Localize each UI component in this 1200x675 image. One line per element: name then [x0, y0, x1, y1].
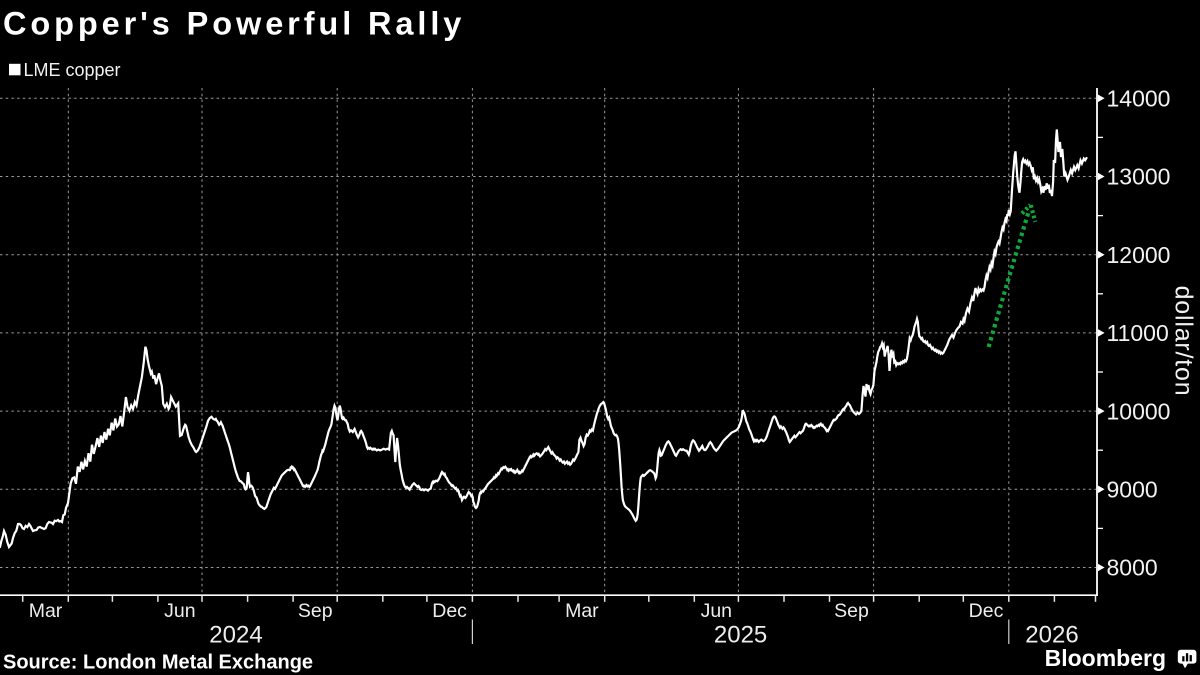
- svg-text:11000: 11000: [1107, 320, 1169, 346]
- svg-text:Bloomberg: Bloomberg: [1045, 645, 1166, 671]
- svg-text:dollar/ton: dollar/ton: [1170, 286, 1198, 397]
- svg-text:Dec: Dec: [432, 600, 467, 622]
- svg-text:Source: London Metal Exchange: Source: London Metal Exchange: [3, 652, 313, 674]
- svg-text:10000: 10000: [1107, 398, 1171, 424]
- svg-text:Mar: Mar: [565, 600, 599, 622]
- svg-text:Sep: Sep: [298, 600, 333, 622]
- svg-text:Jun: Jun: [701, 600, 732, 622]
- svg-text:12000: 12000: [1107, 242, 1171, 268]
- svg-text:13000: 13000: [1107, 164, 1171, 190]
- svg-text:Copper's Powerful Rally: Copper's Powerful Rally: [3, 6, 465, 42]
- svg-text:8000: 8000: [1107, 555, 1158, 581]
- svg-text:2025: 2025: [714, 622, 767, 649]
- svg-text:Mar: Mar: [29, 600, 63, 622]
- svg-text:Jun: Jun: [164, 600, 195, 622]
- svg-text:Sep: Sep: [834, 600, 869, 622]
- svg-text:Dec: Dec: [969, 600, 1004, 622]
- svg-text:2024: 2024: [209, 622, 262, 649]
- svg-text:2026: 2026: [1025, 622, 1078, 649]
- svg-text:9000: 9000: [1107, 477, 1158, 503]
- svg-text:LME copper: LME copper: [24, 60, 121, 80]
- svg-text:14000: 14000: [1107, 86, 1171, 112]
